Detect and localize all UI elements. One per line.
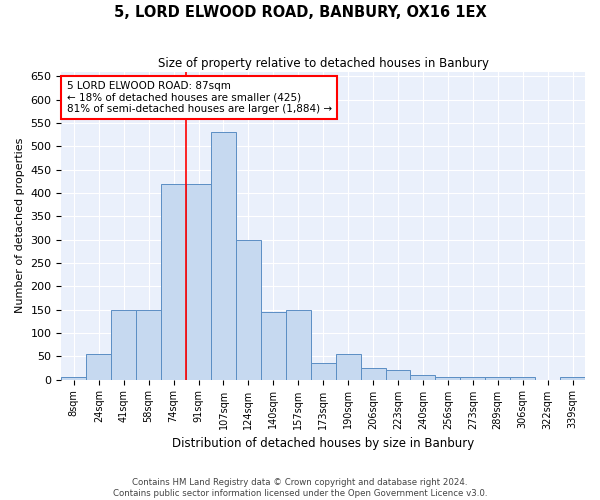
Bar	[361, 368, 386, 380]
Bar	[136, 310, 161, 380]
Bar	[211, 132, 236, 380]
Bar	[436, 377, 460, 380]
Bar	[560, 377, 585, 380]
Bar	[460, 377, 485, 380]
Title: Size of property relative to detached houses in Banbury: Size of property relative to detached ho…	[158, 58, 489, 70]
Bar	[286, 310, 311, 380]
Bar	[236, 240, 261, 380]
Bar	[335, 354, 361, 380]
Bar	[186, 184, 211, 380]
Text: 5, LORD ELWOOD ROAD, BANBURY, OX16 1EX: 5, LORD ELWOOD ROAD, BANBURY, OX16 1EX	[113, 5, 487, 20]
Bar	[61, 377, 86, 380]
Bar	[510, 377, 535, 380]
Bar	[485, 377, 510, 380]
Text: 5 LORD ELWOOD ROAD: 87sqm
← 18% of detached houses are smaller (425)
81% of semi: 5 LORD ELWOOD ROAD: 87sqm ← 18% of detac…	[67, 81, 332, 114]
Y-axis label: Number of detached properties: Number of detached properties	[15, 138, 25, 314]
Bar	[261, 312, 286, 380]
Bar	[386, 370, 410, 380]
Text: Contains HM Land Registry data © Crown copyright and database right 2024.
Contai: Contains HM Land Registry data © Crown c…	[113, 478, 487, 498]
Bar	[161, 184, 186, 380]
X-axis label: Distribution of detached houses by size in Banbury: Distribution of detached houses by size …	[172, 437, 475, 450]
Bar	[86, 354, 111, 380]
Bar	[410, 375, 436, 380]
Bar	[111, 310, 136, 380]
Bar	[311, 363, 335, 380]
